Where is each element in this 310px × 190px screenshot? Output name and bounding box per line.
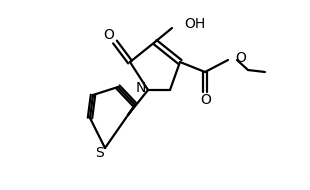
Text: O: O	[201, 93, 211, 107]
Text: OH: OH	[184, 17, 205, 31]
Text: N: N	[136, 81, 146, 95]
Text: S: S	[95, 146, 104, 160]
Text: O: O	[104, 28, 114, 42]
Text: O: O	[235, 51, 246, 65]
